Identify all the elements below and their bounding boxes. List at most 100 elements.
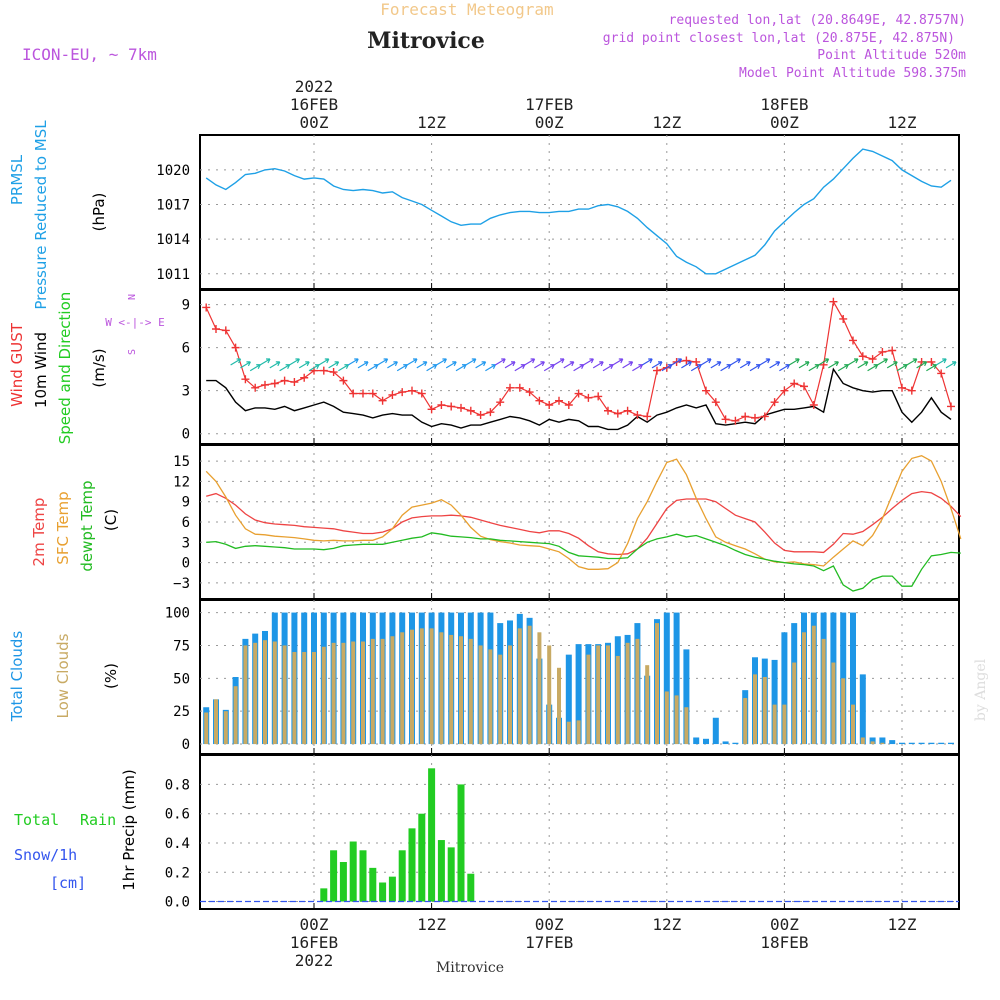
gust-marker [623, 406, 632, 415]
gust-marker [741, 412, 750, 421]
low-cloud-bar [223, 711, 228, 745]
low-cloud-bar [204, 712, 209, 745]
gust-marker [202, 303, 211, 312]
total-cloud-bar [781, 632, 788, 745]
total-cloud-bar [918, 742, 925, 745]
sfc-temp-label: SFC Temp [54, 491, 72, 564]
low-cloud-bar [674, 695, 679, 745]
y-tick-label: 0.2 [165, 865, 190, 881]
low-clouds-label: Low Clouds [54, 633, 72, 718]
wind-direction-arrow [259, 358, 271, 366]
pressure-label-long: Pressure Reduced to MSL [32, 120, 50, 310]
gust-marker [643, 412, 652, 421]
temperature-panel: −3 0 3 6 9 12 15 [173, 444, 962, 600]
y-tick-label: 25 [173, 704, 190, 720]
credit: by Angel [973, 658, 989, 721]
y-tick-label: 0.0 [165, 895, 190, 911]
gust-marker [898, 383, 906, 392]
y-tick-label: 0 [182, 556, 190, 572]
wind-direction-arrow [612, 358, 624, 366]
wind-direction-arrow [769, 361, 781, 369]
gust-marker [506, 383, 514, 392]
rain-bar [349, 841, 357, 902]
y-tick-label: 0 [182, 737, 190, 753]
wind-speed-line [206, 367, 952, 431]
model-altitude: Model Point Altitude 598.375m [739, 66, 966, 81]
y-tick-label: 1017 [156, 197, 190, 213]
low-cloud-bar [488, 649, 493, 745]
rain-bar [408, 828, 416, 902]
time-tick-label: 2022 [295, 77, 334, 96]
gust-marker [261, 380, 269, 389]
low-cloud-bar [821, 638, 826, 745]
low-cloud-bar [243, 645, 248, 745]
gust-marker [270, 379, 279, 388]
time-tick-label: 12Z [888, 915, 917, 934]
low-cloud-bar [762, 677, 767, 745]
wind-direction-arrow [788, 358, 800, 366]
wind-direction-arrow [661, 364, 673, 372]
low-cloud-bar [253, 642, 258, 745]
time-tick-label: 00Z [535, 915, 564, 934]
low-cloud-bar [586, 654, 591, 745]
low-cloud-bar [380, 638, 385, 745]
wind-direction-arrow [524, 358, 536, 366]
wind-direction-arrow [896, 364, 908, 372]
wind-direction-arrow [249, 364, 261, 372]
gust-marker [927, 357, 936, 366]
total-cloud-bar [928, 742, 935, 745]
total-cloud-bar [673, 612, 680, 745]
y-tick-label: 1020 [156, 163, 190, 179]
wind-direction-arrow [808, 364, 820, 372]
low-cloud-bar [596, 645, 601, 745]
wind-direction-arrow [739, 361, 751, 369]
wind-direction-arrow [240, 361, 251, 369]
wind-direction-arrow [720, 364, 732, 372]
gust-marker [329, 368, 338, 377]
wind-direction-arrow [465, 358, 477, 366]
panel-frame [199, 754, 960, 910]
low-cloud-bar [429, 628, 434, 745]
total-cloud-bar [712, 717, 719, 745]
wind-direction-arrow [347, 358, 359, 366]
low-cloud-bar [419, 628, 424, 745]
time-tick-label: 16FEB [290, 95, 338, 114]
gust-marker [476, 411, 485, 420]
gust-marker [594, 392, 603, 401]
rain-bar [457, 784, 465, 902]
y-tick-label: 1014 [156, 232, 190, 248]
wind-direction-arrow [328, 361, 340, 369]
total-cloud-bar [703, 738, 709, 745]
wind-unit: (m/s) [90, 348, 108, 387]
wind-direction-arrow [710, 361, 722, 369]
time-tick-label: 12Z [417, 915, 446, 934]
grid-point-coords: grid point closest lon,lat (20.875E, 42.… [603, 31, 955, 46]
wind-direction-arrow [935, 358, 947, 366]
total-cloud-bar [732, 742, 739, 745]
y-tick-label: 15 [173, 454, 190, 470]
wind-direction-arrow [534, 361, 545, 369]
y-tick-label: 12 [173, 474, 190, 490]
point-altitude: Point Altitude 520m [817, 48, 966, 63]
precip-label: 1hr Precip (mm) [120, 769, 138, 890]
rain-bar [467, 873, 475, 902]
gust-marker [241, 375, 250, 384]
gust-marker [280, 376, 289, 385]
y-tick-label: 9 [182, 298, 190, 314]
gust-marker [858, 352, 867, 361]
gust-marker [437, 401, 446, 410]
rain-bar [437, 840, 445, 902]
time-tick-label: 12Z [888, 113, 917, 132]
gust-marker [839, 314, 848, 323]
wind-direction-arrow [926, 364, 937, 372]
panel-frame [199, 134, 960, 290]
temp-unit: (C) [102, 509, 120, 531]
wind-direction-arrow [426, 364, 438, 372]
wind-direction-arrow [602, 364, 614, 372]
low-cloud-bar [302, 652, 307, 745]
wind-direction-arrow [553, 358, 565, 366]
snow-legend: Snow/1h [14, 846, 77, 864]
y-tick-label: 50 [173, 671, 190, 687]
